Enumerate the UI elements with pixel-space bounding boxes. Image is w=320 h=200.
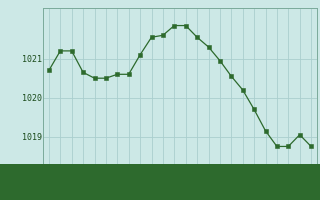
X-axis label: Graphe pression niveau de la mer (hPa): Graphe pression niveau de la mer (hPa) [78,174,282,183]
